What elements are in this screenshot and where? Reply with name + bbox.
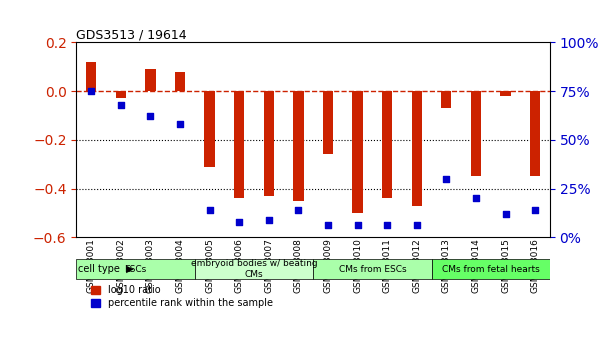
Text: embryoid bodies w/ beating
CMs: embryoid bodies w/ beating CMs xyxy=(191,259,317,279)
Bar xyxy=(234,91,244,198)
Bar xyxy=(441,91,452,108)
Point xyxy=(116,102,126,108)
Bar xyxy=(530,91,540,176)
Point xyxy=(471,195,481,201)
Bar xyxy=(86,62,97,91)
Point xyxy=(353,223,362,228)
Point xyxy=(412,223,422,228)
Bar xyxy=(115,91,126,98)
Bar xyxy=(263,91,274,196)
Point xyxy=(234,219,244,224)
Bar xyxy=(500,91,511,96)
Bar xyxy=(293,91,304,201)
Bar xyxy=(323,91,333,154)
FancyBboxPatch shape xyxy=(431,259,550,279)
Point xyxy=(264,217,274,223)
Point xyxy=(323,223,333,228)
Point xyxy=(382,223,392,228)
FancyBboxPatch shape xyxy=(313,259,431,279)
Bar xyxy=(353,91,363,213)
Bar xyxy=(470,91,481,176)
Text: cell type  ▶: cell type ▶ xyxy=(78,264,133,274)
Point xyxy=(500,211,510,217)
Point xyxy=(293,207,303,213)
Bar xyxy=(204,91,214,167)
Point xyxy=(86,88,96,94)
Bar xyxy=(145,69,156,91)
Point xyxy=(175,121,185,127)
Point xyxy=(205,207,214,213)
Bar xyxy=(412,91,422,206)
Bar xyxy=(382,91,392,198)
Text: GDS3513 / 19614: GDS3513 / 19614 xyxy=(76,28,187,41)
Point xyxy=(530,207,540,213)
Bar xyxy=(175,72,185,91)
FancyBboxPatch shape xyxy=(195,259,313,279)
FancyBboxPatch shape xyxy=(76,259,195,279)
Text: ESCs: ESCs xyxy=(125,265,147,274)
Point xyxy=(441,176,451,182)
Legend: log10 ratio, percentile rank within the sample: log10 ratio, percentile rank within the … xyxy=(90,285,273,308)
Text: CMs from ESCs: CMs from ESCs xyxy=(338,265,406,274)
Text: CMs from fetal hearts: CMs from fetal hearts xyxy=(442,265,540,274)
Point xyxy=(145,114,155,119)
